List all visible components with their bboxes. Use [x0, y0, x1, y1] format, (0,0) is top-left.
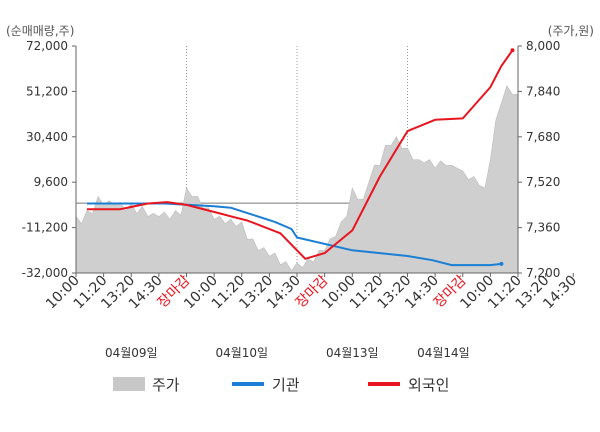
left-tick-label: -32,000 [22, 266, 68, 280]
legend: 주가 기관 외국인 [113, 376, 449, 394]
price-area-layer [75, 84, 519, 274]
legend-swatch-foreigner [368, 382, 400, 386]
legend-swatch-price [113, 377, 145, 391]
foreigner-end-point [510, 48, 515, 53]
legend-swatch-institution [232, 382, 264, 386]
date-label: 04월09일 [105, 346, 158, 360]
right-axis-unit: (주가,원) [548, 24, 594, 38]
right-tick-label: 8,000 [526, 39, 560, 53]
right-tick-label: 7,520 [526, 175, 560, 189]
left-tick-label: -11,200 [22, 221, 68, 235]
right-tick-label: 7,840 [526, 84, 560, 98]
left-tick-label: 51,200 [26, 84, 68, 98]
legend-label: 주가 [152, 376, 180, 394]
foreigner-line [87, 49, 514, 260]
left-tick-label: 30,400 [26, 130, 68, 144]
date-label: 04월13일 [326, 346, 379, 360]
date-label: 04월10일 [215, 346, 268, 360]
right-tick-label: 7,360 [526, 221, 560, 235]
right-tick-label: 7,680 [526, 130, 560, 144]
legend-label: 외국인 [408, 376, 449, 394]
legend-label: 기관 [272, 376, 300, 394]
right-tick-label: 7,200 [526, 266, 560, 280]
price-area [75, 84, 519, 274]
left-axis-unit: (순매매량,주) [6, 24, 74, 38]
left-tick-label: 9,600 [34, 175, 68, 189]
left-tick-label: 72,000 [26, 39, 68, 53]
institution-end-point [499, 261, 504, 266]
date-label: 04월14일 [417, 346, 470, 360]
series-line-layer [87, 48, 515, 267]
